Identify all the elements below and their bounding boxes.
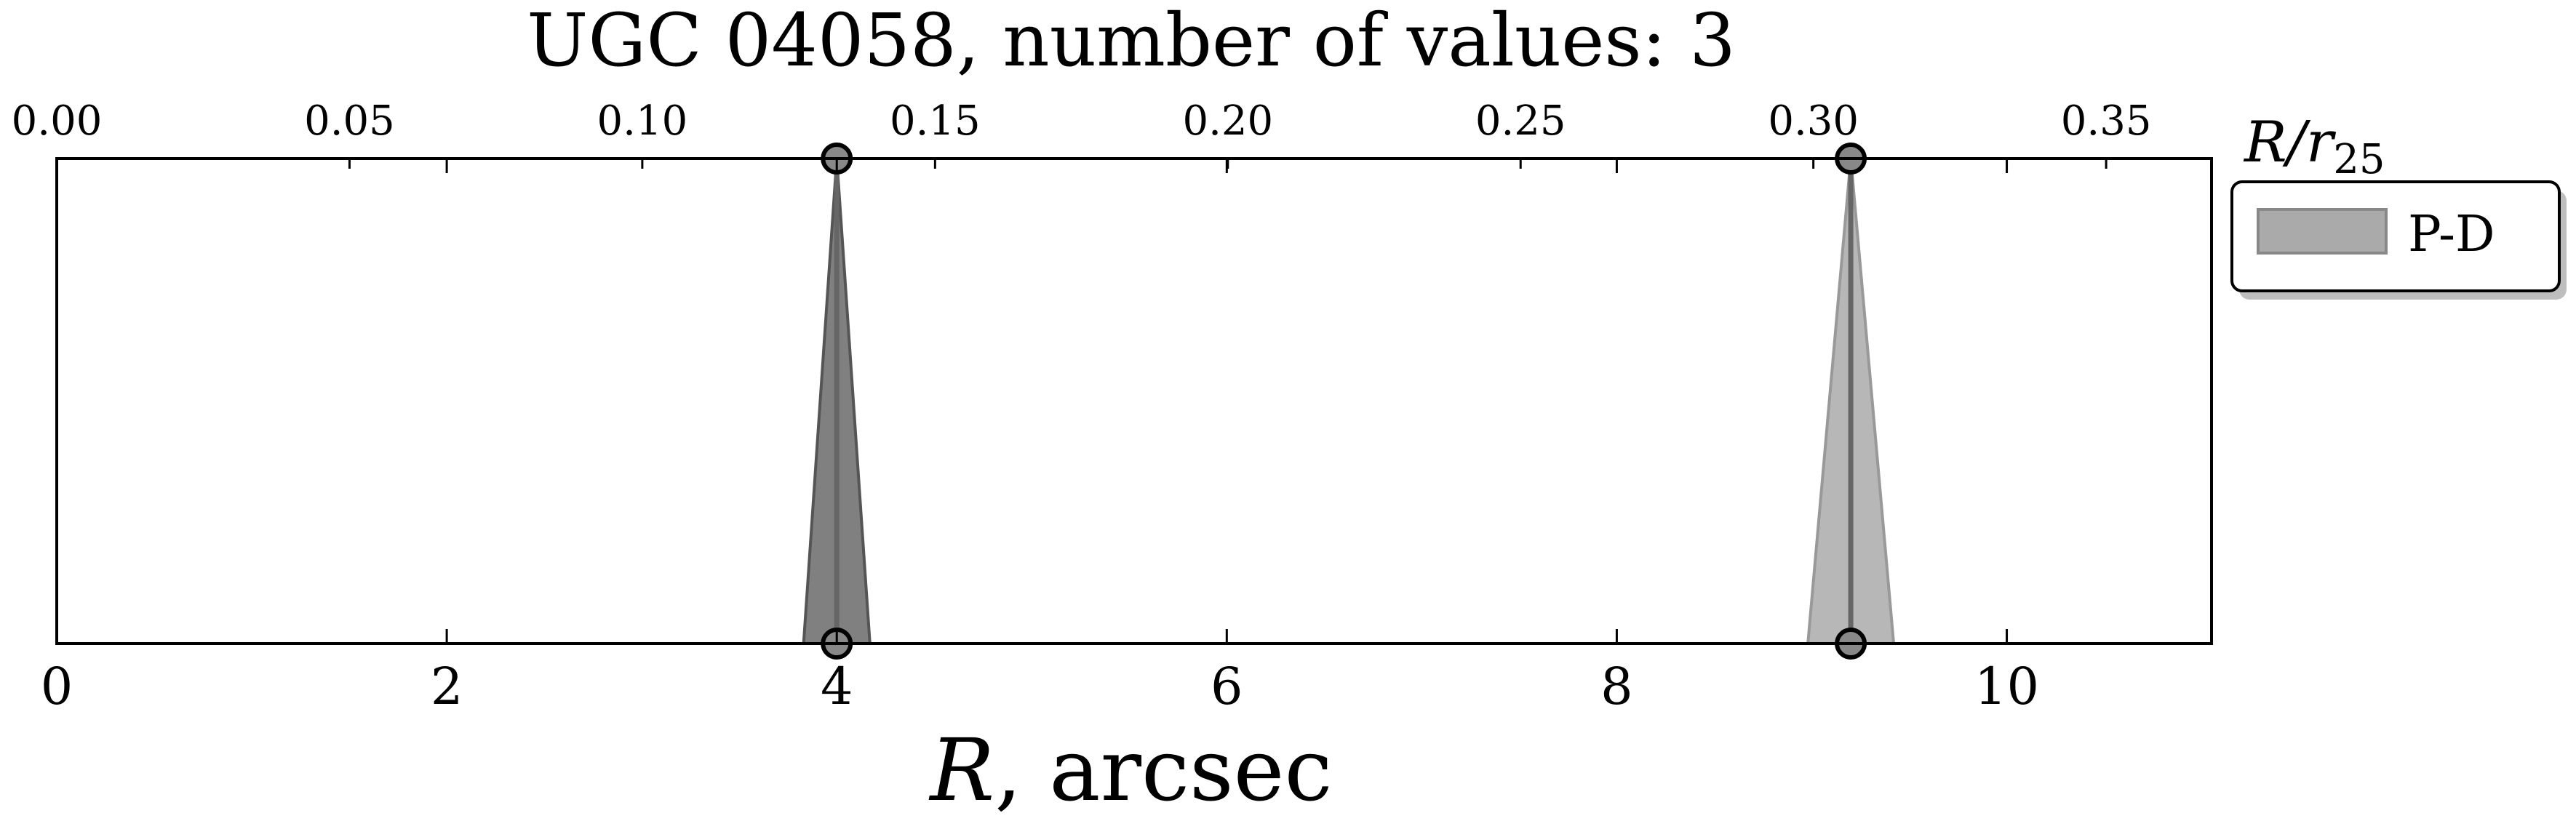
x2-tick-label: 0.35	[2061, 97, 2152, 145]
x-tick-label: 0	[41, 657, 73, 716]
x-axis-ticks: 0 2 4 6 8 10	[41, 159, 2039, 716]
x2-tick-label: 0.10	[597, 97, 688, 145]
x-tick-label: 8	[1600, 657, 1633, 716]
legend-label: P-D	[2408, 206, 2495, 263]
plot-frame	[55, 157, 2213, 645]
chart-title: UGC 04058, number of values: 3	[527, 0, 1736, 83]
x2-tick-label: 0.20	[1182, 97, 1273, 145]
x2-axis-ticks: 0.00 0.05 0.10 0.15 0.20 0.25 0.30 0.35	[12, 97, 2152, 169]
legend: P-D	[2230, 180, 2567, 300]
x2-axis-label: R/r25	[2243, 110, 2385, 183]
x2-tick-label: 0.25	[1475, 97, 1566, 145]
x2-tick-label: 0.15	[890, 97, 981, 145]
spike-layer	[802, 158, 1896, 645]
x2-tick-label: 0.05	[304, 97, 395, 145]
point-layer	[821, 143, 1867, 660]
legend-swatch	[2257, 208, 2388, 255]
x-axis-label: R, arcsec	[928, 720, 1332, 820]
x-tick-label: 2	[431, 657, 463, 716]
x-tick-label: 4	[821, 657, 853, 716]
x-tick-label: 10	[1974, 657, 2039, 716]
x2-tick-label: 0.00	[12, 97, 103, 145]
x-tick-label: 6	[1211, 657, 1243, 716]
x2-tick-label: 0.30	[1768, 97, 1859, 145]
